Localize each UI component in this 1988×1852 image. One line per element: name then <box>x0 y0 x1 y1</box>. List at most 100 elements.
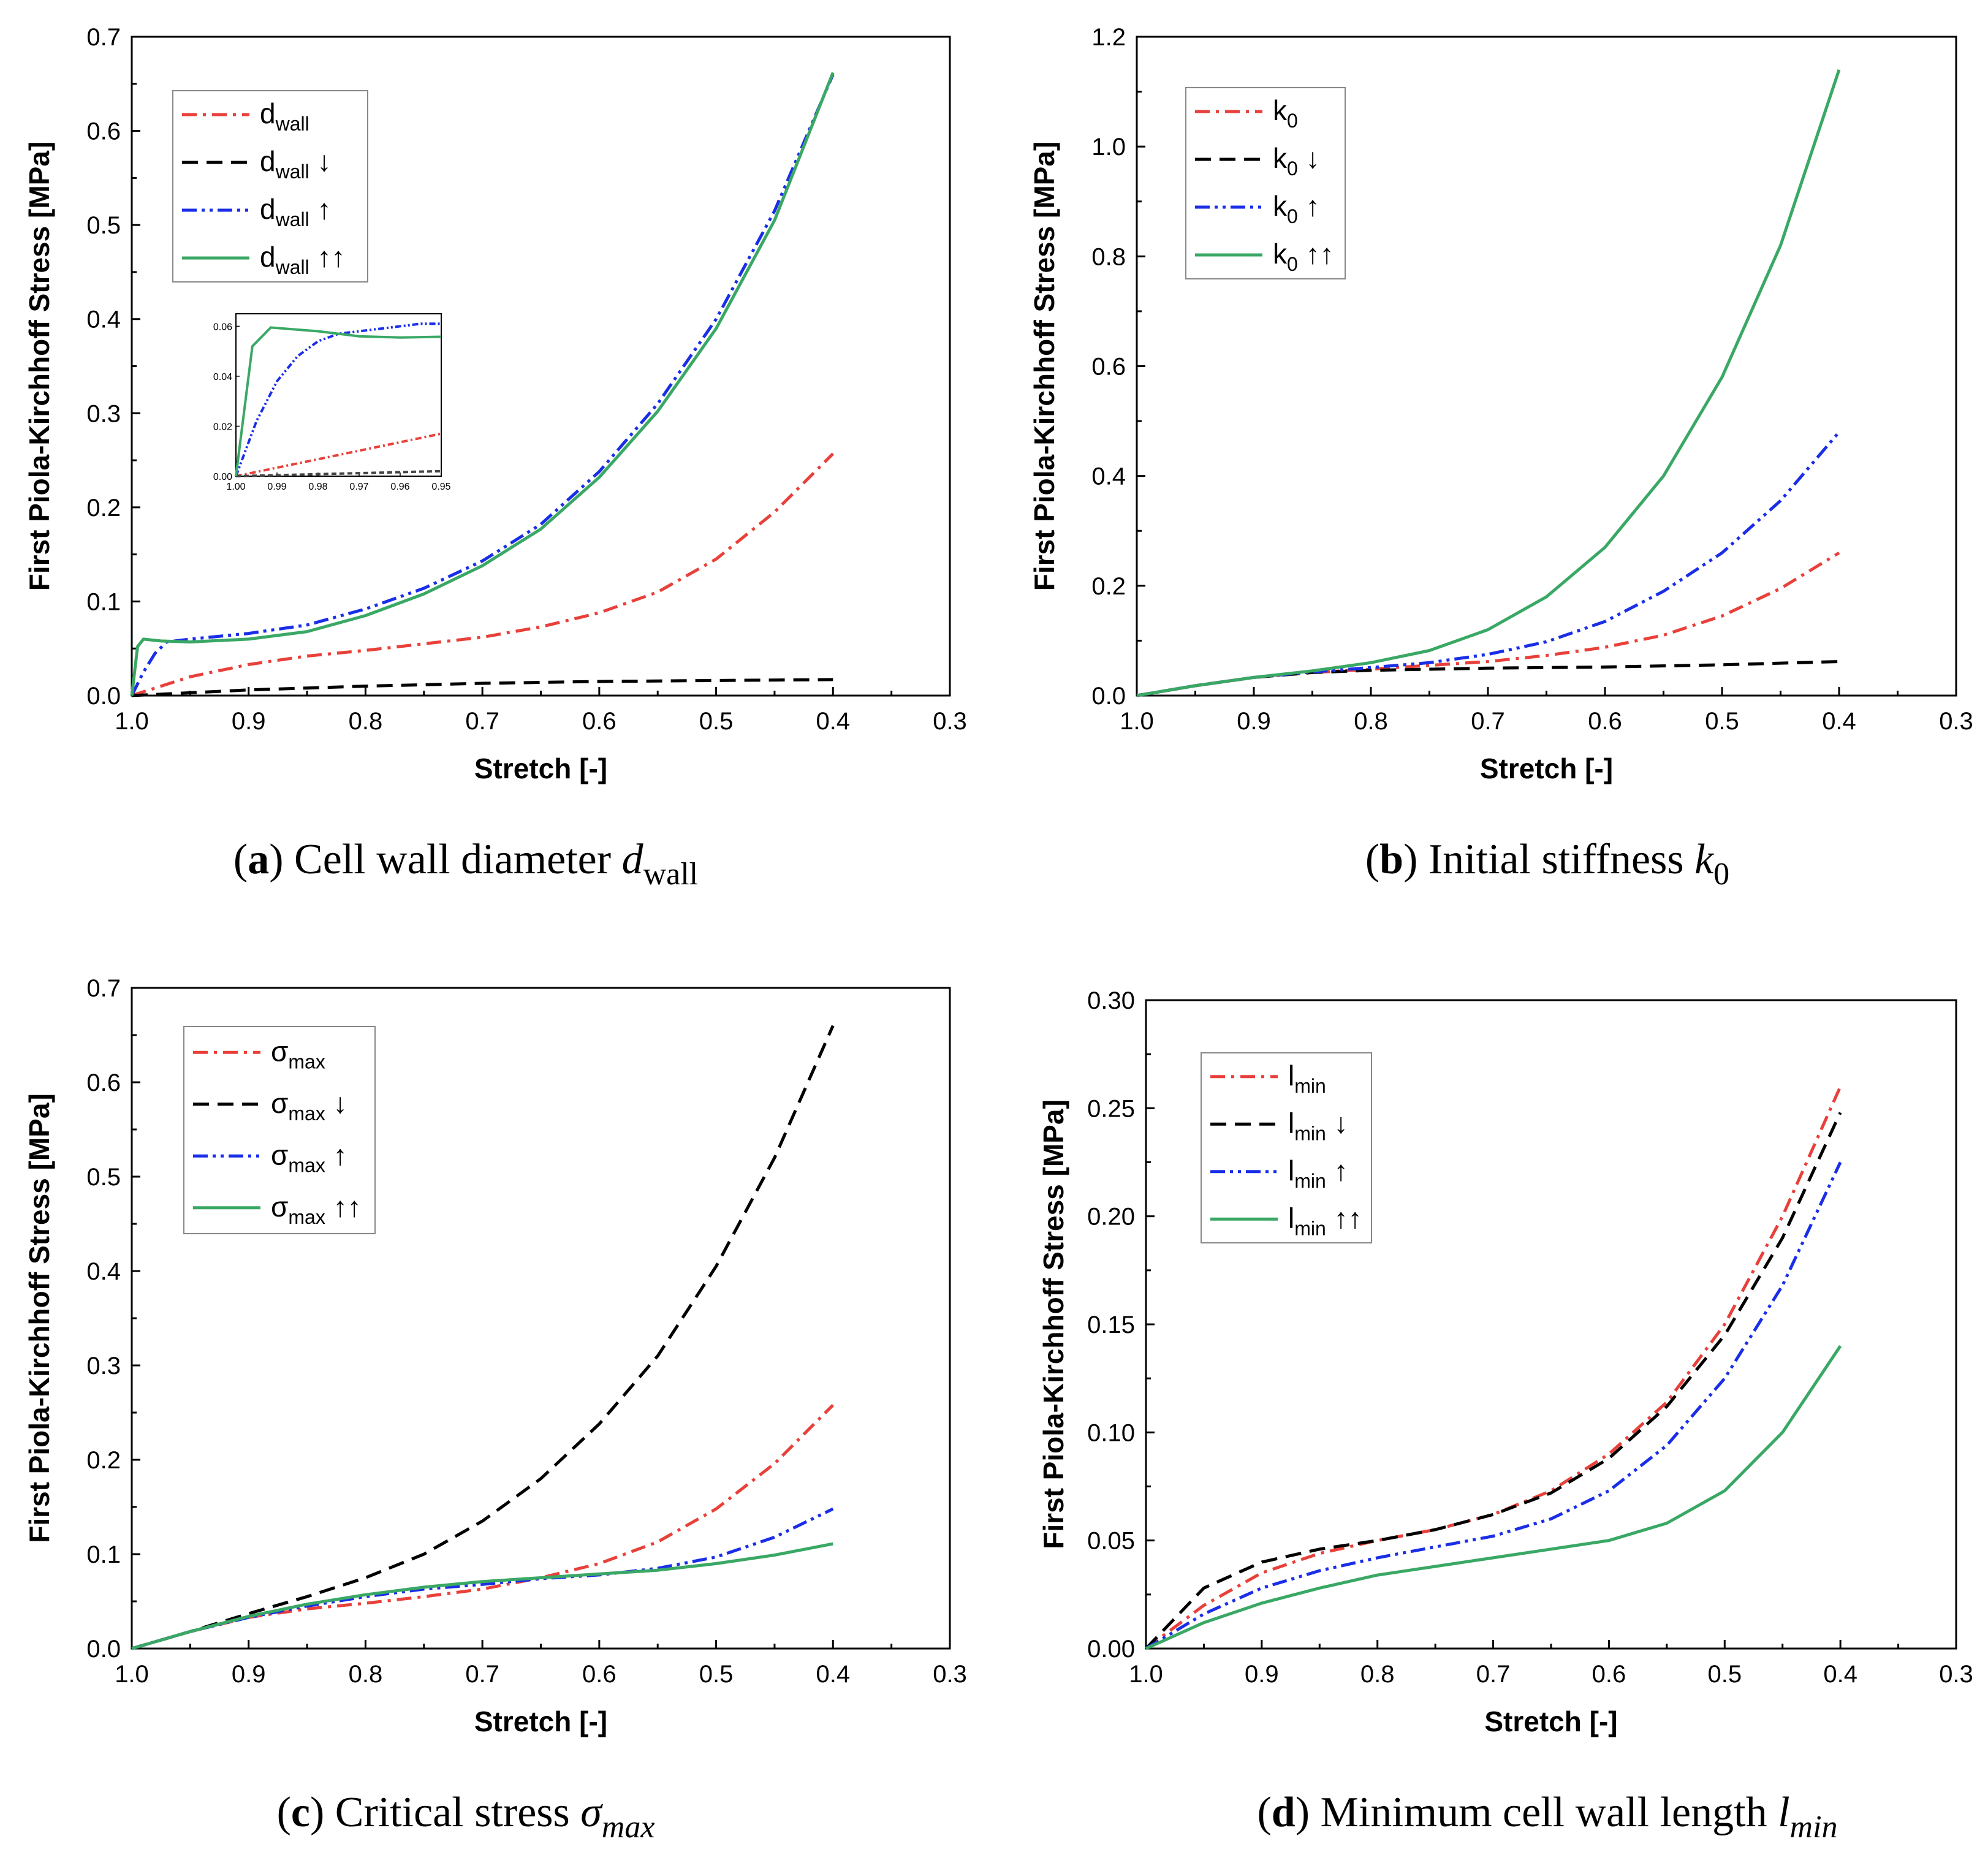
y-tick-label: 0.6 <box>86 118 121 145</box>
y-tick-label: 1.2 <box>1091 24 1126 51</box>
legend-box <box>183 1026 376 1234</box>
y-tick-label: 0.2 <box>86 1447 121 1474</box>
x-tick-label: 0.3 <box>933 708 967 735</box>
x-tick-label: 0.4 <box>1822 708 1856 735</box>
x-tick-label: 0.5 <box>1705 708 1739 735</box>
inset-series-line-4 <box>235 326 442 477</box>
x-axis-label: Stretch [-] <box>474 753 607 784</box>
y-tick-label: 0.1 <box>86 1541 121 1568</box>
inset-x-tick-label: 1.00 <box>226 482 245 492</box>
x-tick-label: 0.6 <box>582 1661 617 1688</box>
legend-entry: lmin <box>1288 1060 1326 1097</box>
legend-entry: k0 ↑ <box>1273 190 1320 227</box>
y-tick-label: 0.2 <box>1091 573 1126 600</box>
y-axis-label: First Piola-Kirchhoff Stress [MPa] <box>23 142 55 591</box>
series-line-4 <box>130 72 835 696</box>
legend-box <box>1185 87 1346 279</box>
inset-y-tick-label: 0.04 <box>213 372 232 382</box>
series-line-3 <box>130 74 835 697</box>
x-tick-label: 0.8 <box>1354 708 1388 735</box>
inset-series-line-1 <box>235 432 442 477</box>
panel-b: 1.0 0.9 0.8 0.7 0.6 0.5 0.4 0.3 0.0 0.2 0.4 0.6 0.8 1… <box>1028 24 1973 784</box>
series-line-4 <box>1145 1345 1842 1650</box>
y-tick-label: 1.0 <box>1091 134 1126 161</box>
x-tick-label: 0.3 <box>1939 1661 1973 1688</box>
x-tick-label: 0.4 <box>816 708 850 735</box>
series-line-1 <box>1136 551 1840 697</box>
legend-entry: lmin ↓ <box>1288 1107 1348 1144</box>
x-tick-label: 0.9 <box>232 1661 266 1688</box>
x-tick-label: 0.7 <box>1476 1661 1511 1688</box>
legend-entry: k0 <box>1273 94 1298 132</box>
x-tick-label: 0.3 <box>933 1661 967 1688</box>
x-tick-label: 0.5 <box>699 708 734 735</box>
y-tick-label: 0.05 <box>1087 1528 1135 1555</box>
y-tick-label: 0.4 <box>86 306 121 333</box>
x-tick-label: 0.4 <box>1823 1661 1857 1688</box>
series-line-3 <box>1145 1161 1842 1650</box>
legend-entry: k0 ↑↑ <box>1273 238 1334 275</box>
y-tick-label: 0.6 <box>86 1069 121 1096</box>
x-axis-label: Stretch [-] <box>1480 753 1613 784</box>
legend-entry: dwall ↑↑ <box>260 241 346 278</box>
panel-a: 1.0 0.9 0.8 0.7 0.6 0.5 0.4 0.3 0.0 0.1 0.2 0.3 0.4 0… <box>23 24 967 784</box>
y-tick-label: 0.5 <box>86 1164 121 1191</box>
legend-entry: σmax <box>271 1035 325 1072</box>
legend-box <box>172 90 368 283</box>
x-tick-label: 0.6 <box>582 708 617 735</box>
series-line-2 <box>131 678 833 697</box>
x-tick-label: 0.8 <box>349 708 383 735</box>
x-tick-label: 0.9 <box>1237 708 1271 735</box>
panel-caption: (a) Cell wall diameter dwall <box>233 836 698 892</box>
x-tick-label: 0.9 <box>232 708 266 735</box>
x-tick-label: 1.0 <box>1120 708 1154 735</box>
inset-x-tick-label: 0.95 <box>431 482 450 492</box>
y-tick-label: 0.5 <box>86 212 121 239</box>
x-tick-label: 0.9 <box>1245 1661 1279 1688</box>
inset-x-tick-label: 0.99 <box>267 482 286 492</box>
x-tick-label: 0.6 <box>1592 1661 1626 1688</box>
inset-x-tick-label: 0.97 <box>349 482 368 492</box>
y-tick-label: 0.10 <box>1087 1419 1135 1446</box>
x-tick-label: 1.0 <box>115 1661 149 1688</box>
x-tick-label: 0.5 <box>1707 1661 1742 1688</box>
inset-plot: 1.00 0.99 0.98 0.97 0.96 0.95 0.00 0.02 0.04 0.06 <box>213 313 451 492</box>
y-axis-label: First Piola-Kirchhoff Stress [MPa] <box>1038 1099 1069 1549</box>
legend: lmin lmin ↓ lmin ↑ lmin ↑↑ <box>1201 1052 1372 1243</box>
y-tick-label: 0.25 <box>1087 1095 1135 1122</box>
series-line-4 <box>1136 69 1841 697</box>
y-tick-label: 0.0 <box>86 683 121 710</box>
legend: σmax σmax ↓ σmax ↑ σmax ↑↑ <box>183 1026 376 1234</box>
y-tick-label: 0.20 <box>1087 1204 1135 1231</box>
x-tick-label: 0.5 <box>699 1661 734 1688</box>
y-tick-label: 0.7 <box>86 24 121 51</box>
y-tick-label: 0.8 <box>1091 243 1126 270</box>
panel-caption: (b) Initial stiffness k0 <box>1365 836 1729 892</box>
legend-entry: k0 ↓ <box>1273 142 1320 180</box>
legend-entry: dwall ↓ <box>260 145 332 183</box>
x-tick-label: 0.8 <box>349 1661 383 1688</box>
legend: dwall dwall ↓ dwall ↑ dwall ↑↑ <box>172 90 368 283</box>
series-line-2 <box>1145 1112 1842 1650</box>
x-tick-label: 0.6 <box>1588 708 1622 735</box>
y-tick-label: 0.6 <box>1091 354 1126 381</box>
legend: k0 k0 ↓ k0 ↑ k0 ↑↑ <box>1185 87 1346 279</box>
inset-x-tick-label: 0.96 <box>390 482 409 492</box>
panel-c: 1.0 0.9 0.8 0.7 0.6 0.5 0.4 0.3 0.0 0.1 0.2 0.3 0.4 0… <box>23 975 967 1737</box>
x-tick-label: 0.3 <box>1939 708 1973 735</box>
series-line-1 <box>1145 1086 1842 1650</box>
y-tick-label: 0.00 <box>1087 1636 1135 1663</box>
series-line-3 <box>1136 431 1840 697</box>
inset-x-tick-label: 0.98 <box>308 482 327 492</box>
y-tick-label: 0.2 <box>86 495 121 522</box>
x-axis-label: Stretch [-] <box>474 1706 607 1737</box>
series-line-1 <box>131 1403 835 1650</box>
x-tick-label: 1.0 <box>115 708 149 735</box>
y-axis-label: First Piola-Kirchhoff Stress [MPa] <box>1028 142 1060 591</box>
series-line-4 <box>131 1542 833 1650</box>
y-tick-label: 0.3 <box>86 1353 121 1380</box>
inset-series-line-3 <box>235 322 441 477</box>
legend-entry: dwall ↑ <box>260 193 332 230</box>
panel-caption: (d) Minimum cell wall length lmin <box>1257 1789 1837 1845</box>
